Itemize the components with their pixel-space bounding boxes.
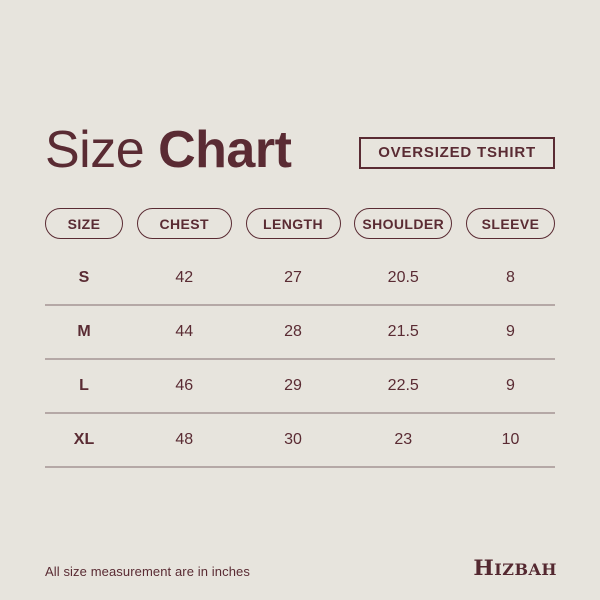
length-cell: 29 — [284, 377, 302, 394]
column-header-size: SIZE — [45, 208, 123, 239]
table-row-xl: XL 48 30 23 10 — [45, 414, 555, 468]
page-title: Size Chart — [45, 121, 292, 179]
shoulder-cell: 23 — [394, 431, 413, 448]
sleeve-cell: 9 — [506, 323, 515, 340]
size-cell: L — [79, 377, 89, 394]
chest-cell: 44 — [175, 323, 194, 340]
sleeve-cell: 10 — [501, 431, 520, 448]
column-header-shoulder: SHOULDER — [354, 208, 453, 239]
size-cell: M — [77, 323, 91, 340]
length-cell: 28 — [284, 323, 302, 340]
length-cell: 27 — [284, 269, 302, 286]
table-row-s: S 42 27 20.5 8 — [45, 252, 555, 306]
sleeve-cell: 8 — [506, 269, 515, 286]
table-header-row: SIZE CHEST LENGTH SHOULDER SLEEVE — [45, 208, 555, 239]
length-cell: 30 — [284, 431, 302, 448]
column-header-chest: CHEST — [136, 208, 232, 239]
title-word-size: Size — [45, 121, 145, 179]
shoulder-cell: 20.5 — [387, 269, 419, 286]
column-header-sleeve: SLEEVE — [466, 208, 555, 239]
chest-cell: 46 — [175, 377, 194, 394]
table-row-m: M 44 28 21.5 9 — [45, 306, 555, 360]
product-type-badge: OVERSIZED TSHIRT — [359, 137, 555, 169]
shoulder-cell: 22.5 — [387, 377, 419, 394]
size-cell: XL — [73, 431, 95, 448]
size-cell: S — [78, 269, 90, 286]
chest-cell: 48 — [175, 431, 194, 448]
units-note: All size measurement are in inches — [45, 564, 250, 579]
table-row-l: L 46 29 22.5 9 — [45, 360, 555, 414]
title-word-chart: Chart — [158, 121, 292, 179]
hizbah-brand-logo: HIZBAH — [473, 556, 557, 581]
sleeve-cell: 9 — [506, 377, 515, 394]
shoulder-cell: 21.5 — [387, 323, 419, 340]
column-header-length: LENGTH — [245, 208, 341, 239]
chest-cell: 42 — [175, 269, 194, 286]
size-table-body: S 42 27 20.5 8 M 44 28 21.5 9 L 46 29 22… — [45, 252, 555, 468]
page-header: Size Chart OVERSIZED TSHIRT — [45, 0, 555, 176]
